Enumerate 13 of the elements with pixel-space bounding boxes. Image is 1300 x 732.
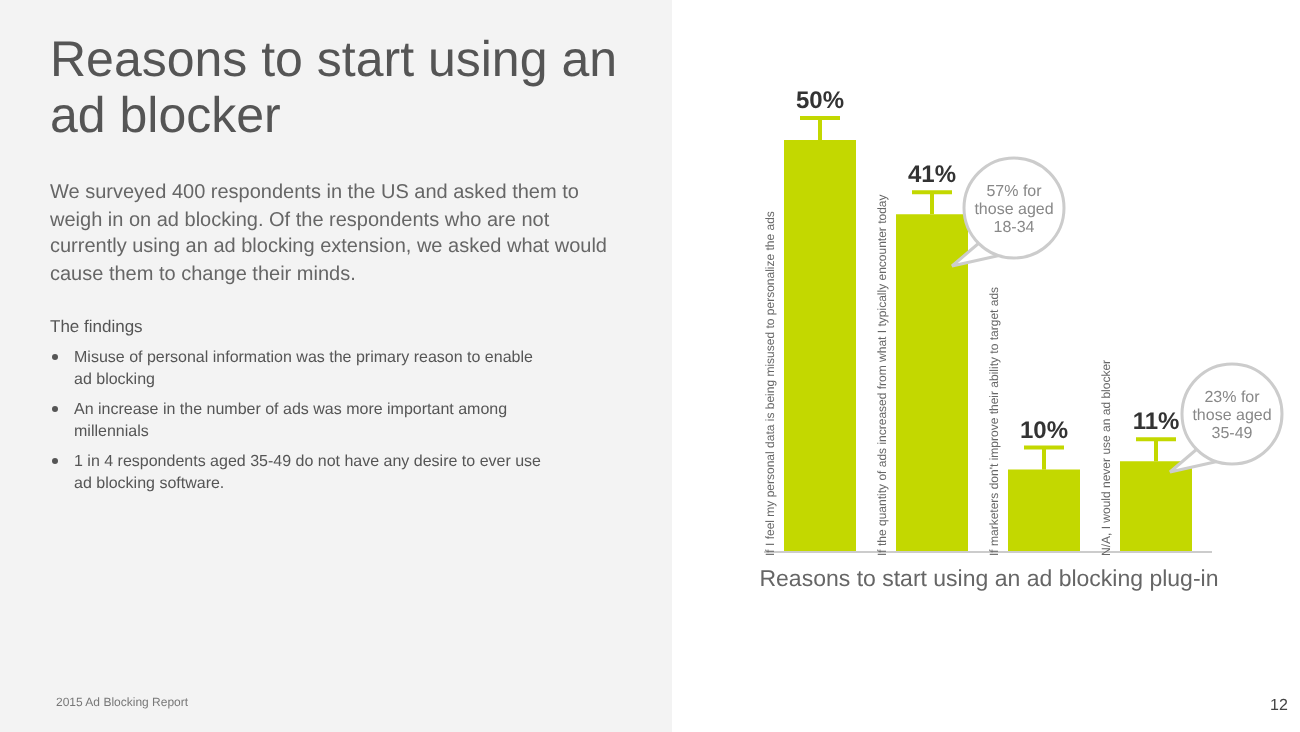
text: 12 — [1270, 696, 1288, 714]
data-label: 10% — [1019, 415, 1069, 444]
x-axis-title: Reasons to start using an ad blocking plug-in — [757, 568, 1221, 592]
text: We surveyed 400 respondents in the US and asked them to weigh in on ad blocking. Of the respondents who are not currently using an ad blocking extension, we asked what would cause them to change their minds. — [50, 180, 609, 288]
data-label: 50% — [795, 86, 845, 114]
annotation: 57% for those aged 18-34 — [974, 182, 1054, 236]
annotation: 23% for those aged 35-49 — [1192, 388, 1272, 442]
text: Reasons to start using an ad blocker — [50, 32, 619, 144]
text: An increase in the number of ads was more important among millennials — [72, 398, 510, 442]
text: 1 in 4 respondents aged 35-49 do not have any desire to ever use ad blocking software. — [72, 450, 543, 494]
text: Misuse of personal information was the primary reason to enable ad blocking — [72, 346, 535, 390]
data-label: 11% — [1132, 407, 1181, 436]
text: The findings — [50, 316, 145, 336]
